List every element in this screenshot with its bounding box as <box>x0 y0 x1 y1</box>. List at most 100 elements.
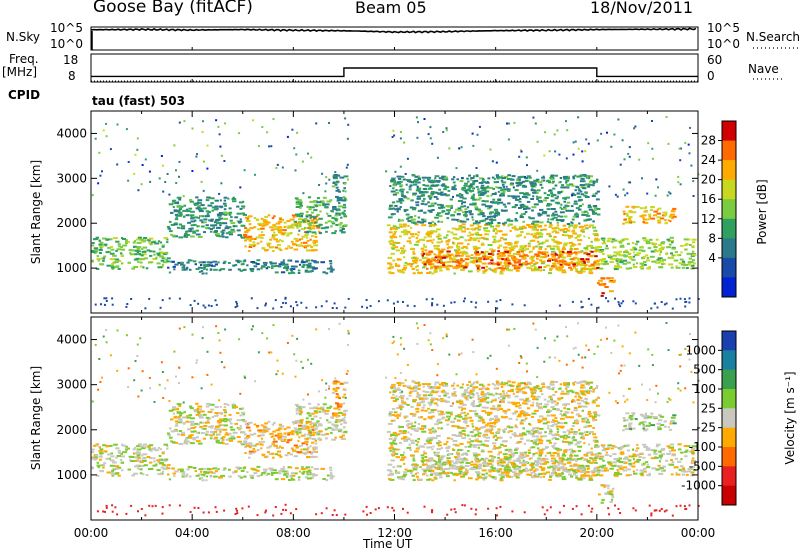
velocity-cell <box>461 459 465 462</box>
power-cell <box>195 196 199 199</box>
power-cell <box>244 231 248 233</box>
power-cell <box>593 229 598 232</box>
power-cell <box>439 259 443 262</box>
velocity-cell <box>296 433 299 436</box>
velocity-cell <box>458 455 461 458</box>
velocity-cell <box>295 446 299 449</box>
power-cell <box>389 185 392 187</box>
velocity-cell <box>469 431 474 434</box>
power-cell <box>195 229 199 232</box>
power-cell <box>513 225 517 228</box>
velocity-cell <box>327 421 332 424</box>
power-cell <box>343 175 349 178</box>
power-cell <box>189 235 195 238</box>
velocity-cell <box>521 454 525 457</box>
power-cell <box>183 264 186 267</box>
power-cell <box>113 237 118 240</box>
power-cell <box>533 180 539 183</box>
power-sparse-cell <box>460 146 463 149</box>
velocity-cell <box>544 454 547 457</box>
velocity-cell <box>499 477 503 480</box>
power-cell <box>94 247 99 250</box>
power-cell <box>253 243 257 246</box>
power-cell <box>553 174 559 177</box>
power-cell <box>571 218 575 221</box>
power-cell <box>440 206 446 209</box>
velocity-cell <box>259 442 262 445</box>
power-cell <box>462 268 465 271</box>
power-cell <box>403 266 408 269</box>
velocity-cell <box>289 453 293 456</box>
power-cell <box>283 267 287 269</box>
power-cell <box>335 186 339 189</box>
velocity-cell <box>456 451 459 454</box>
velocity-cell <box>247 421 253 424</box>
power-cell <box>437 212 441 215</box>
power-cell <box>448 260 452 263</box>
power-sparse-cell <box>572 141 575 144</box>
velocity-cell <box>281 446 284 449</box>
power-cell <box>556 224 559 227</box>
power-cell <box>293 265 298 268</box>
power-cell <box>591 195 596 197</box>
power-cell <box>534 224 537 227</box>
power-cell <box>532 226 535 229</box>
power-cell <box>535 228 540 231</box>
power-sparse-cell <box>252 119 254 122</box>
velocity-cell <box>520 456 526 458</box>
velocity-cell <box>327 426 332 429</box>
velocity-cell <box>409 448 412 451</box>
power-cell <box>458 249 461 251</box>
velocity-cell <box>477 453 481 456</box>
velocity-cell <box>343 381 349 384</box>
power-cell <box>657 258 661 261</box>
power-cell <box>238 201 244 204</box>
velocity-cell <box>485 472 488 475</box>
power-cell <box>279 218 282 221</box>
power-cell <box>552 230 557 233</box>
power-cell <box>429 186 432 189</box>
velocity-cell <box>391 434 396 437</box>
power-sparse-cell <box>136 148 139 151</box>
power-cell <box>455 237 460 240</box>
velocity-cell <box>320 433 326 436</box>
power-cell <box>508 178 513 181</box>
velocity-cell <box>308 402 312 405</box>
power-cell <box>401 195 407 198</box>
power-cell <box>547 218 550 221</box>
power-low-cell <box>284 302 287 305</box>
power-cell <box>648 215 651 218</box>
power-cell <box>308 265 311 268</box>
power-cell <box>612 254 617 257</box>
power-cell <box>590 179 593 182</box>
power-cell <box>583 252 587 255</box>
power-sparse-cell <box>266 131 269 134</box>
power-cell <box>107 246 111 249</box>
power-cell <box>139 238 145 241</box>
velocity-cell <box>561 476 566 479</box>
velocity-cell <box>173 441 178 444</box>
power-cell <box>564 186 568 189</box>
power-cell <box>296 244 302 247</box>
power-cell <box>559 254 562 257</box>
power-cell <box>343 215 348 218</box>
power-cell <box>566 229 571 232</box>
velocity-cell <box>146 456 151 458</box>
power-cell <box>310 246 313 248</box>
power-sparse-cell <box>621 139 624 142</box>
power-cell <box>228 268 232 271</box>
velocity-cell <box>529 464 535 467</box>
power-cell <box>416 220 421 223</box>
power-sparse-cell <box>566 129 569 132</box>
velocity-cell <box>412 459 416 462</box>
velocity-cell <box>165 465 168 468</box>
power-cell <box>437 237 442 240</box>
power-cell <box>625 267 630 270</box>
velocity-cell <box>110 452 114 455</box>
power-cell <box>337 205 343 208</box>
power-cell <box>502 267 507 270</box>
velocity-cell <box>208 468 213 471</box>
power-cell <box>530 255 535 258</box>
power-cell <box>455 254 460 257</box>
velocity-cell <box>168 436 173 439</box>
